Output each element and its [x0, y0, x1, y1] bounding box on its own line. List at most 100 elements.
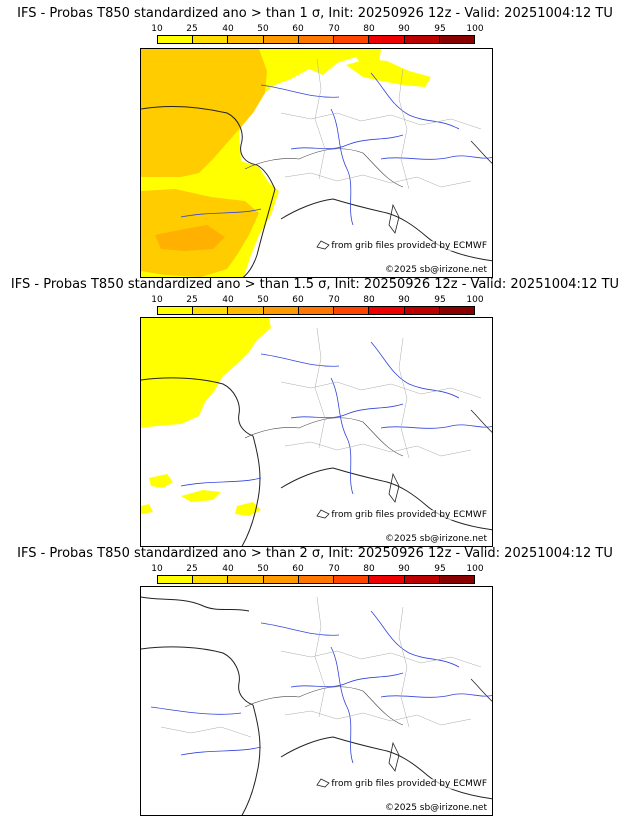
river-rhone [330, 646, 354, 764]
prob-area-25 [141, 49, 267, 177]
copyright: ©2025 sb@irizone.net [384, 265, 488, 275]
prob-area-40 [155, 225, 225, 251]
prob-area-10-spot [149, 474, 173, 488]
colorbar-segment [193, 36, 229, 43]
border-north [244, 686, 404, 726]
colorbar-tick: 100 [466, 24, 484, 34]
source-credit: from grib files provided by ECMWF [330, 510, 488, 520]
colorbar-tick: 40 [222, 24, 234, 34]
colorbar-segment [228, 36, 264, 43]
colorbar-tick: 10 [151, 564, 163, 574]
coastline-southwest [241, 704, 261, 815]
colorbar-tick: 60 [292, 24, 304, 34]
prob-area-10-spot [141, 504, 153, 514]
colorbar-labels: 10 25 40 50 60 70 80 90 95 100 [140, 24, 490, 35]
colorbar-tick: 90 [398, 564, 410, 574]
colorbar-segment [298, 36, 335, 43]
river-loire [290, 134, 404, 150]
colorbar-tick: 90 [398, 295, 410, 305]
copyright: ©2025 sb@irizone.net [384, 534, 488, 544]
colorbar-tick: 10 [151, 24, 163, 34]
colorbar-segment [404, 576, 440, 583]
map-graphic [141, 49, 492, 277]
colorbar-segment [228, 307, 264, 314]
admin-borders [280, 650, 482, 668]
colorbar-tick: 80 [363, 24, 375, 34]
colorbar-segment [158, 36, 194, 43]
island-corsica [388, 472, 400, 503]
colorbar-tick: 95 [434, 24, 446, 34]
coastline-adriatic [470, 678, 492, 702]
colorbar-tick: 25 [186, 564, 198, 574]
border-north [244, 148, 404, 188]
colorbar-tick: 95 [434, 295, 446, 305]
colorbar-tick: 90 [398, 24, 410, 34]
colorbar-segment [404, 307, 440, 314]
colorbar-segment [404, 36, 440, 43]
admin-borders [398, 68, 410, 190]
colorbar-segment [334, 307, 370, 314]
admin-borders [314, 58, 326, 180]
colorbar [157, 35, 475, 44]
river-rhone [330, 108, 354, 226]
coastline-adriatic [470, 409, 492, 433]
colorbar-tick: 60 [292, 295, 304, 305]
colorbar-tick: 80 [363, 564, 375, 574]
river-po [380, 424, 492, 429]
copyright: ©2025 sb@irizone.net [384, 803, 488, 813]
colorbar-segment [369, 576, 405, 583]
colorbar-segment [263, 307, 299, 314]
panel-title: IFS - Probas T850 standardized ano > tha… [10, 277, 620, 292]
admin-borders [284, 441, 472, 457]
panel-title: IFS - Probas T850 standardized ano > tha… [17, 546, 613, 561]
colorbar-segment [193, 307, 229, 314]
colorbar [157, 306, 475, 315]
admin-borders [280, 112, 482, 130]
colorbar-tick: 60 [292, 564, 304, 574]
colorbar-tick: 70 [328, 295, 340, 305]
colorbar-segment [369, 36, 405, 43]
coastline-adriatic [470, 140, 492, 164]
island-corsica [388, 203, 400, 234]
map-panel-2: IFS - Probas T850 standardized ano > tha… [0, 277, 630, 549]
coastline-west [141, 106, 276, 190]
island-balearic [316, 240, 330, 250]
map-area: from grib files provided by ECMWF ©2025 … [140, 48, 493, 278]
colorbar-segment [298, 576, 335, 583]
map-area: from grib files provided by ECMWF ©2025 … [140, 317, 493, 547]
colorbar-tick: 70 [328, 24, 340, 34]
source-credit: from grib files provided by ECMWF [330, 779, 488, 789]
colorbar-tick: 80 [363, 295, 375, 305]
colorbar-segment [334, 36, 370, 43]
coastline-west [141, 646, 254, 706]
map-graphic [141, 318, 492, 546]
coastline-west [141, 377, 254, 437]
colorbar-segment [158, 576, 194, 583]
river-duero [150, 706, 242, 715]
colorbar-segment [193, 576, 229, 583]
prob-area-10-spot [181, 490, 221, 502]
river-loire [290, 672, 404, 688]
border-north [244, 417, 404, 457]
river-rhine [370, 72, 460, 130]
admin-borders [314, 327, 326, 449]
coastline-mediterranean [280, 736, 492, 800]
colorbar-tick: 95 [434, 564, 446, 574]
colorbar-tick: 70 [328, 564, 340, 574]
colorbar-tick: 100 [466, 295, 484, 305]
colorbar-segment [263, 36, 299, 43]
river-seine [260, 353, 340, 367]
coastline-mediterranean [280, 198, 492, 262]
map-area: from grib files provided by ECMWF ©2025 … [140, 586, 493, 816]
admin-borders [398, 337, 410, 459]
admin-borders [160, 726, 252, 738]
river-loire [290, 403, 404, 419]
prob-area-north [346, 59, 431, 87]
colorbar-tick: 50 [257, 564, 269, 574]
river-seine [260, 84, 340, 98]
colorbar-tick: 10 [151, 295, 163, 305]
colorbar-tick: 100 [466, 564, 484, 574]
river-ebro [180, 746, 262, 756]
river-ebro [180, 208, 262, 218]
colorbar-tick: 50 [257, 24, 269, 34]
